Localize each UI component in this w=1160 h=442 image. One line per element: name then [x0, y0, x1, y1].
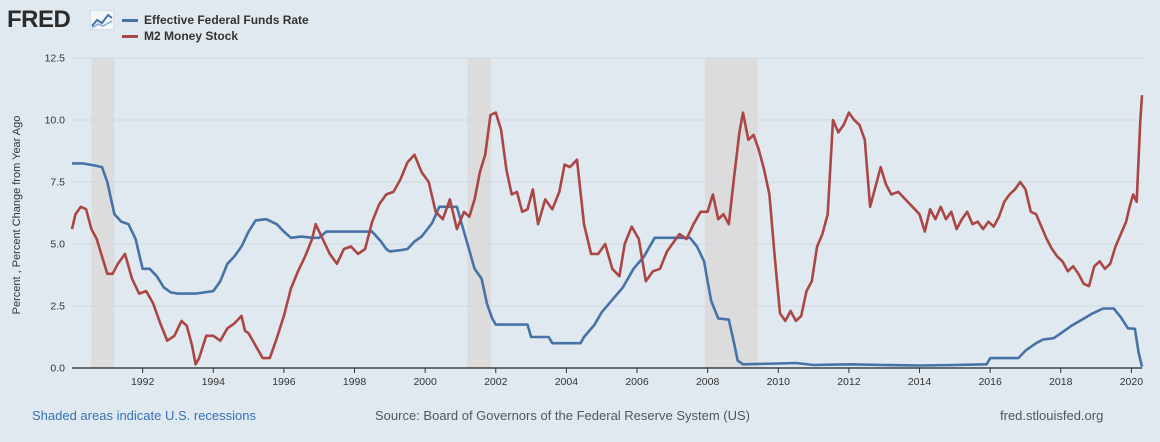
legend-label-fed-funds: Effective Federal Funds Rate: [144, 13, 309, 27]
axis-layer: 0.0 2.5 5.0 7.5 10.0 12.5 1992 1994 1996 1998 2000…: [45, 53, 1144, 389]
x-tick-label: 2006: [625, 376, 649, 388]
legend-item-fed-funds[interactable]: Effective Federal Funds Rate: [122, 12, 309, 28]
recession-band: [91, 58, 115, 368]
x-tick-label: 1998: [343, 376, 367, 388]
x-tick-label: 2002: [484, 376, 508, 388]
fred-site-link[interactable]: fred.stlouisfed.org: [1000, 408, 1104, 423]
x-tick-label: 2008: [696, 376, 720, 388]
gridline-layer: [72, 57, 1142, 307]
series-layer: [70, 95, 1144, 368]
x-tick-label: 1994: [202, 376, 226, 388]
series-line-fed-funds: [72, 162, 1144, 368]
legend-swatch-fed-funds: [122, 18, 138, 22]
y-tick-label: 10.0: [45, 115, 66, 127]
x-tick-label: 1996: [272, 376, 296, 388]
x-tick-label: 1992: [131, 376, 155, 388]
recession-note-link[interactable]: Shaded areas indicate U.S. recessions: [32, 408, 257, 423]
y-tick-label: 12.5: [45, 53, 66, 65]
x-tick-label: 2004: [555, 376, 579, 388]
series-line-m2: [70, 95, 1144, 366]
legend-item-m2[interactable]: M2 Money Stock: [122, 28, 309, 44]
fred-chart-logo-icon: [90, 10, 114, 30]
legend-label-m2: M2 Money Stock: [144, 29, 239, 43]
x-tick-label: 2020: [1120, 376, 1144, 388]
source-note: Source: Board of Governors of the Federa…: [375, 408, 750, 423]
y-tick-label: 0.0: [50, 363, 65, 375]
x-tick-label: 2016: [978, 376, 1002, 388]
x-tick-label: 2014: [908, 376, 932, 388]
x-tick-label: 2010: [767, 376, 791, 388]
y-tick-label: 5.0: [50, 239, 65, 251]
fred-logo[interactable]: FRED: [7, 6, 71, 33]
recession-shading-layer: [91, 58, 758, 368]
x-tick-label: 2018: [1049, 376, 1073, 388]
chart-header: FRED Effective Federal Funds Rate M2 Mon…: [0, 0, 1160, 48]
chart-legend: Effective Federal Funds Rate M2 Money St…: [122, 12, 309, 44]
y-tick-label: 7.5: [50, 177, 65, 189]
y-tick-label: 2.5: [50, 301, 65, 313]
x-tick-label: 2000: [413, 376, 437, 388]
x-tick-label: 2012: [837, 376, 861, 388]
line-chart: 0.0 2.5 5.0 7.5 10.0 12.5 1992 1994 1996 1998 2000…: [45, 53, 1144, 389]
legend-swatch-m2: [122, 34, 138, 38]
